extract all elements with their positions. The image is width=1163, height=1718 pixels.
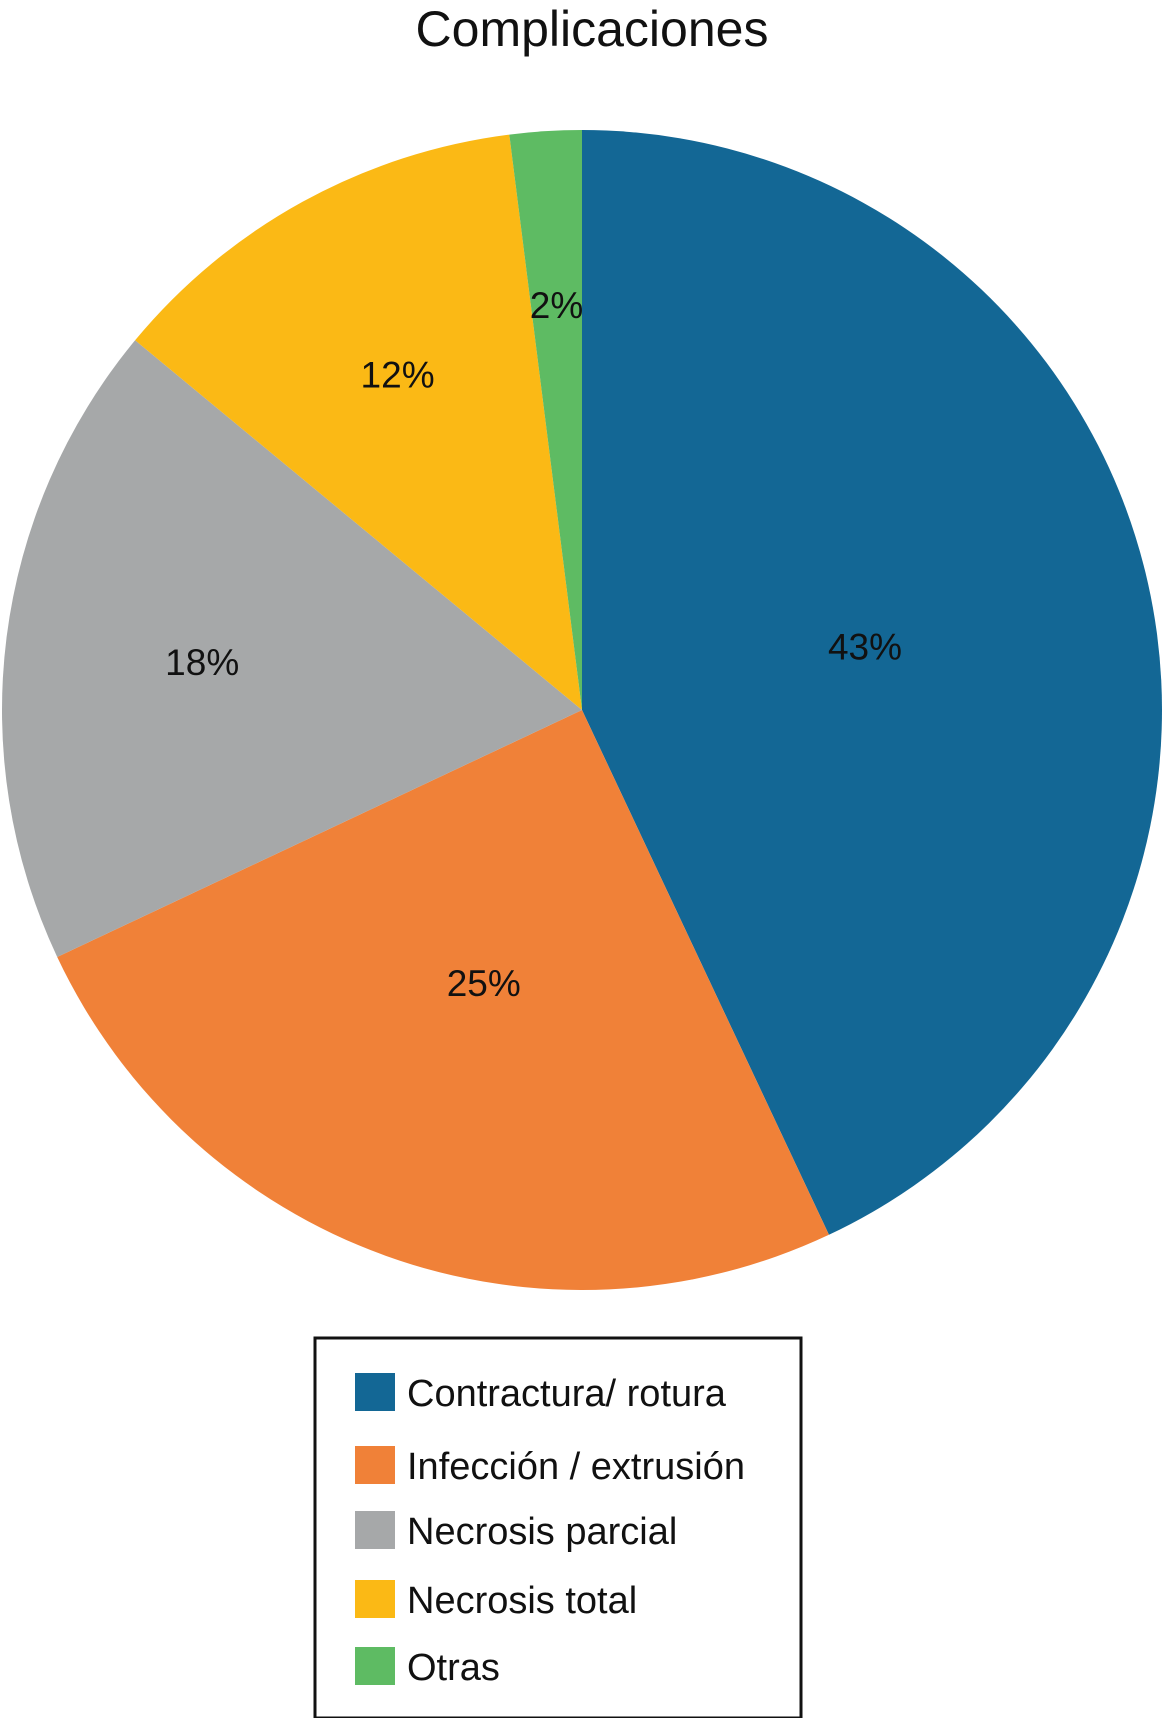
legend-label: Necrosis parcial [407, 1511, 677, 1553]
legend-label: Contractura/ rotura [407, 1373, 727, 1415]
slice-value-label: 12% [361, 355, 435, 396]
pie-slice [57, 710, 829, 1290]
slice-value-label: 18% [165, 642, 239, 683]
legend-swatch [355, 1373, 395, 1411]
legend-box [313, 1336, 803, 1718]
legend-swatch [355, 1647, 395, 1685]
legend-label: Infección / extrusión [407, 1446, 745, 1488]
pie-slice [2, 340, 583, 957]
legend-swatch [355, 1446, 395, 1484]
slice-value-label: 25% [447, 963, 521, 1004]
pie-slice [135, 134, 582, 710]
legend-label: Necrosis total [407, 1580, 637, 1622]
pie-slice [509, 130, 582, 710]
chart-title: Complicaciones [416, 1, 769, 57]
legend-label: Otras [407, 1647, 500, 1689]
legend-swatch [355, 1511, 395, 1549]
pie-slice-labels: 43% 25% 18% 12% 2% [165, 285, 902, 1004]
pie-slices [2, 130, 1162, 1290]
legend: Contractura/ rotura Infección / extrusión… [313, 1336, 803, 1718]
pie-slice [582, 130, 1162, 1235]
slice-value-label: 2% [530, 285, 583, 326]
slice-value-label: 43% [828, 627, 902, 668]
legend-swatch [355, 1580, 395, 1618]
